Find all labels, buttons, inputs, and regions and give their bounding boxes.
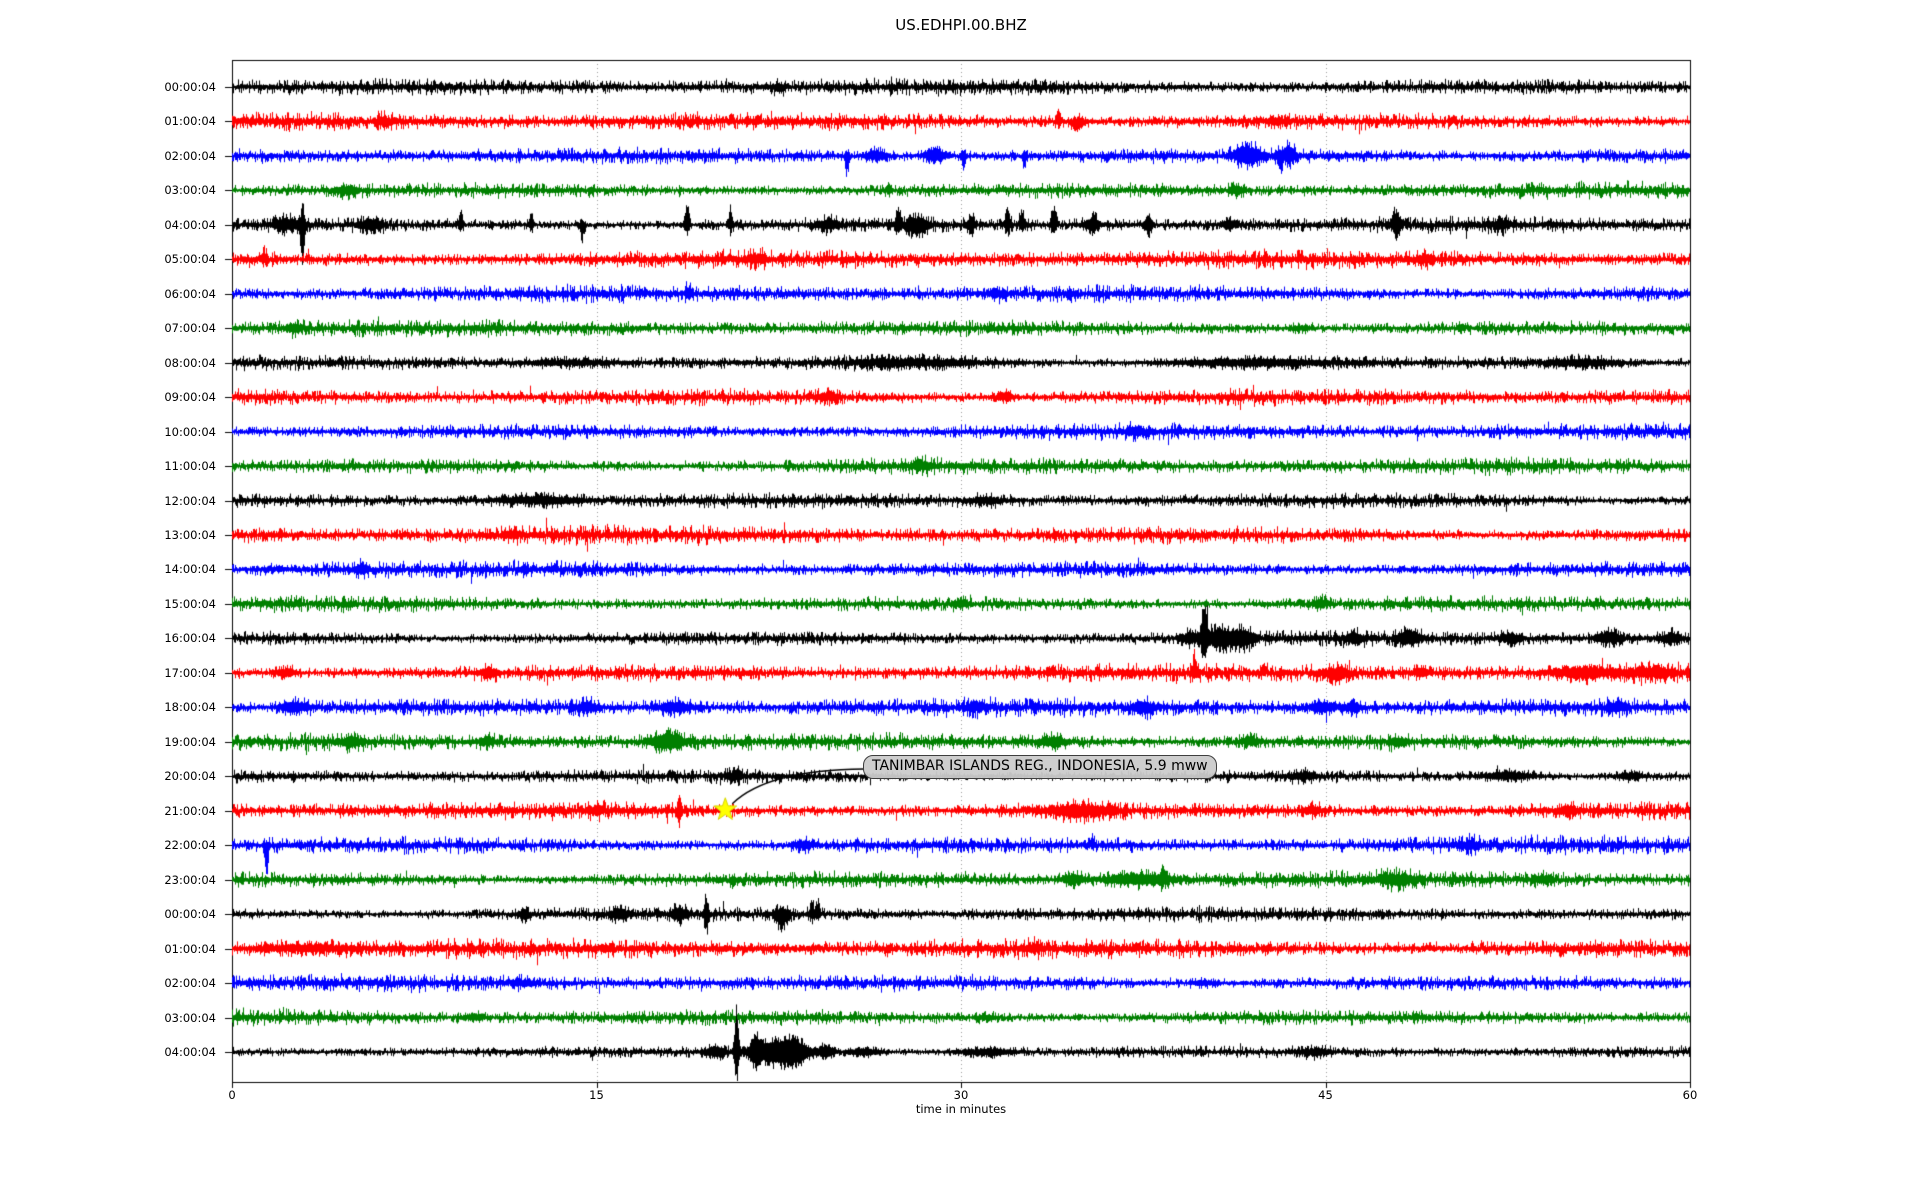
y-tick-label: 00:00:04 <box>164 80 216 94</box>
y-tick-label: 08:00:04 <box>164 355 216 370</box>
y-tick-label: 02:00:04 <box>164 148 216 163</box>
y-tick-label: 17:00:04 <box>164 665 216 680</box>
y-tick-label: 02:00:04 <box>164 976 216 991</box>
x-axis-label: time in minutes <box>915 1102 1007 1116</box>
x-tick-label: 0 <box>228 1088 236 1102</box>
y-tick-label: 20:00:04 <box>164 769 216 784</box>
y-tick-label: 18:00:04 <box>164 700 216 715</box>
x-tick-label: 60 <box>1682 1088 1698 1102</box>
y-tick-label: 07:00:04 <box>164 321 216 336</box>
y-tick-label: 22:00:04 <box>164 838 216 853</box>
y-tick-label: 01:00:04 <box>164 941 216 956</box>
y-tick-label: 11:00:04 <box>164 459 216 474</box>
y-tick-label: 13:00:04 <box>164 528 216 543</box>
x-tick-label: 30 <box>953 1088 969 1102</box>
y-tick-label: 10:00:04 <box>164 424 216 439</box>
y-tick-label: 01:00:04 <box>164 114 216 129</box>
y-tick-label: 21:00:04 <box>164 803 216 818</box>
y-tick-label: 23:00:04 <box>164 872 216 887</box>
y-tick-label: 04:00:04 <box>164 217 216 232</box>
event-annotation: TANIMBAR ISLANDS REG., INDONESIA, 5.9 mw… <box>863 755 1217 779</box>
y-tick-label: 12:00:04 <box>164 493 216 508</box>
y-tick-label: 06:00:04 <box>164 286 216 301</box>
y-tick-label: 15:00:04 <box>164 596 216 611</box>
y-tick-label: 09:00:04 <box>164 390 216 405</box>
y-tick-label: 03:00:04 <box>164 183 216 198</box>
y-tick-label: 04:00:04 <box>164 1044 216 1059</box>
figure-title: US.EDHPI.00.BHZ <box>895 16 1027 34</box>
y-tick-label: 05:00:04 <box>164 252 216 267</box>
y-tick-label: 00:00:04 <box>164 907 216 922</box>
x-tick-label: 45 <box>1318 1088 1333 1102</box>
y-tick-label: 14:00:04 <box>164 562 216 577</box>
y-tick-label: 03:00:04 <box>164 1010 216 1025</box>
x-tick-label: 15 <box>589 1088 604 1102</box>
y-tick-label: 19:00:04 <box>164 734 216 749</box>
y-tick-label: 16:00:04 <box>164 631 216 646</box>
